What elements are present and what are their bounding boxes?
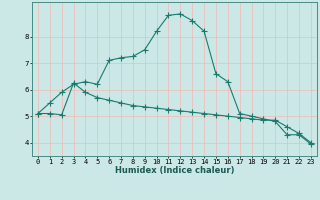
X-axis label: Humidex (Indice chaleur): Humidex (Indice chaleur): [115, 166, 234, 175]
